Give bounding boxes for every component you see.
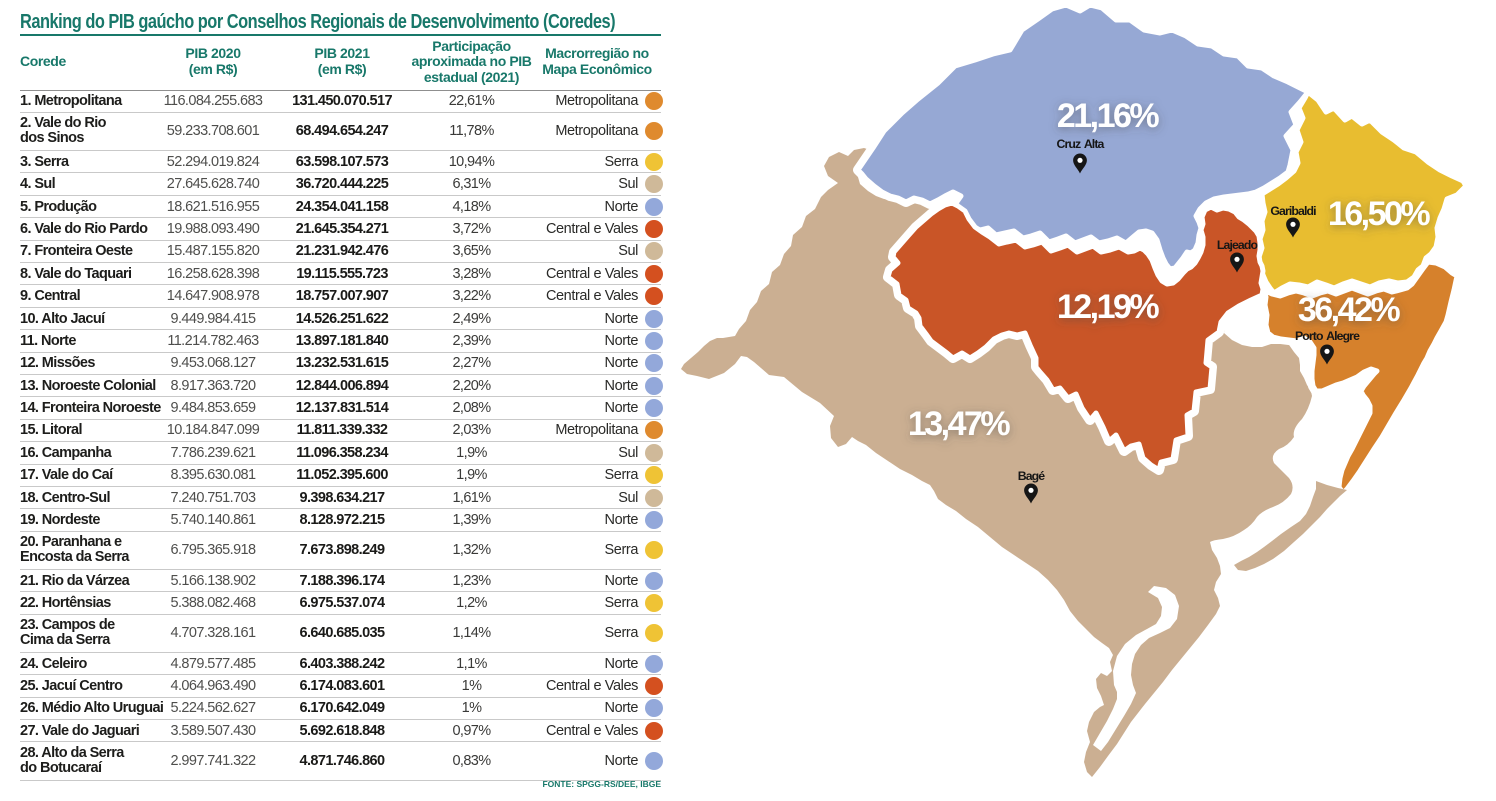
svg-text:12,19%: 12,19% bbox=[1057, 288, 1160, 326]
svg-text:Porto Alegre: Porto Alegre bbox=[1295, 329, 1360, 343]
svg-text:Bagé: Bagé bbox=[1018, 469, 1046, 483]
svg-text:13,47%: 13,47% bbox=[908, 405, 1011, 443]
svg-text:16,50%: 16,50% bbox=[1328, 195, 1431, 233]
svg-text:Cruz Alta: Cruz Alta bbox=[1057, 137, 1105, 151]
svg-text:21,16%: 21,16% bbox=[1057, 97, 1160, 135]
svg-text:36,42%: 36,42% bbox=[1298, 291, 1401, 329]
svg-text:Lajeado: Lajeado bbox=[1217, 238, 1259, 252]
svg-text:Garibaldi: Garibaldi bbox=[1270, 204, 1316, 218]
